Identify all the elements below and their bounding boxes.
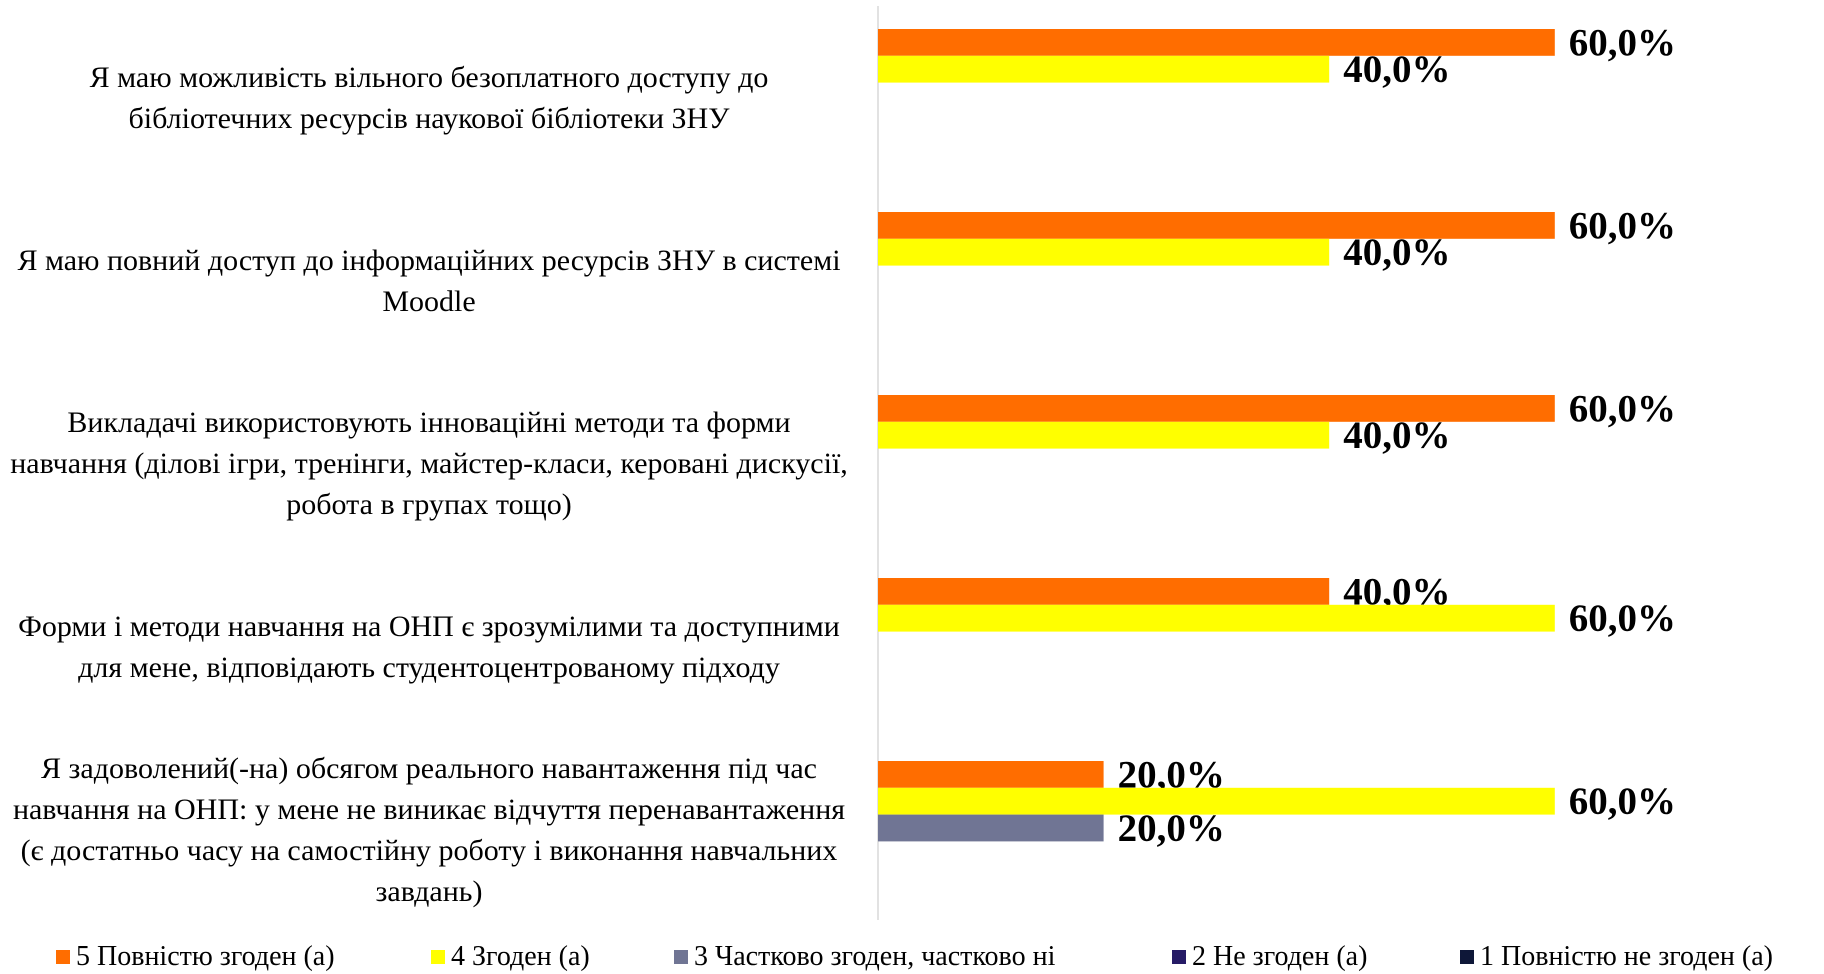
value-label: 40,0% <box>1343 48 1450 91</box>
legend-swatch <box>674 950 688 964</box>
bar <box>878 421 1330 449</box>
category-label: Викладачі використовують інноваційні мет… <box>10 406 848 521</box>
value-label: 20,0% <box>1118 807 1225 850</box>
value-label: 40,0% <box>1343 231 1450 274</box>
legend-item: 2 Не згоден (а) <box>1172 940 1367 974</box>
value-label: 60,0% <box>1569 387 1676 430</box>
value-label: 40,0% <box>1343 414 1450 457</box>
legend-label: 4 Згоден (а) <box>451 941 590 972</box>
bar <box>878 395 1555 422</box>
bar <box>878 29 1555 56</box>
value-label: 60,0% <box>1569 780 1676 823</box>
bar <box>878 814 1104 842</box>
legend-item: 4 Згоден (а) <box>431 940 590 974</box>
legend-label: 5 Повністю згоден (а) <box>76 941 335 972</box>
legend-swatch <box>1460 950 1474 964</box>
bar <box>878 604 1555 632</box>
bar <box>878 212 1555 239</box>
legend-label: 3 Частково згоден, частково ні <box>694 941 1056 972</box>
category-label: Форми і методи навчання на ОНП є зрозумі… <box>18 609 840 684</box>
legend-item: 5 Повністю згоден (а) <box>56 940 335 974</box>
bar <box>878 578 1330 605</box>
bar <box>878 238 1330 266</box>
bar <box>878 787 1555 815</box>
legend-item: 1 Повністю не згоден (а) <box>1460 940 1773 974</box>
value-label: 60,0% <box>1569 204 1676 247</box>
legend-swatch <box>431 950 445 964</box>
legend-swatch <box>56 950 70 964</box>
category-label: Я маю повний доступ до інформаційних рес… <box>17 243 841 318</box>
bar <box>878 55 1330 83</box>
legend-item: 3 Частково згоден, частково ні <box>674 940 1055 974</box>
category-label: Я маю можливість вільного безоплатного д… <box>89 60 769 135</box>
legend-label: 1 Повністю не згоден (а) <box>1480 941 1773 972</box>
bar <box>878 761 1104 788</box>
legend-label: 2 Не згоден (а) <box>1192 941 1368 972</box>
value-label: 60,0% <box>1569 597 1676 640</box>
value-label: 60,0% <box>1569 21 1676 64</box>
legend-swatch <box>1172 950 1186 964</box>
category-label: Я задоволений(-на) обсягом реального нав… <box>12 751 846 908</box>
